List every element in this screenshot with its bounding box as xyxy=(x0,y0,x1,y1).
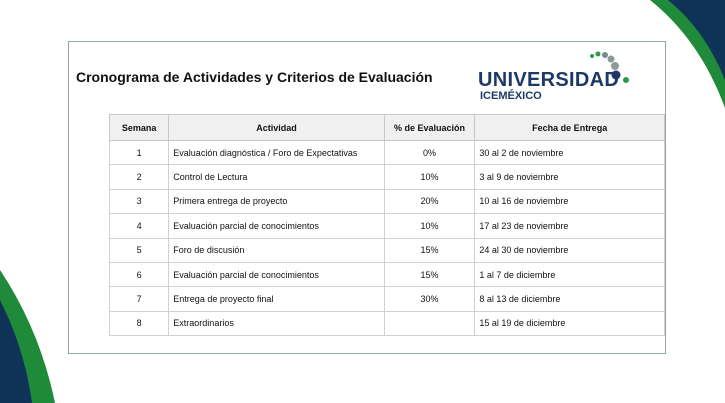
table-cell: 5 xyxy=(108,237,170,263)
table-cell: 6 xyxy=(108,261,170,288)
table-cell: Evaluación parcial de conocimientos xyxy=(168,261,385,288)
table-cell: 10 al 16 de noviembre xyxy=(474,188,665,215)
table-cell: Entrega de proyecto final xyxy=(168,286,385,312)
table-cell: Foro de discusión xyxy=(168,237,385,263)
table-row: 1 Evaluación diagnóstica / Foro de Expect… xyxy=(108,139,665,166)
table-cell: 0% xyxy=(383,139,476,166)
logo-sub-b: MÉXICO xyxy=(498,90,542,102)
table-cell: 8 xyxy=(108,310,170,337)
table-cell: 30 al 2 de noviembre xyxy=(474,139,665,166)
table-row: 4 Evaluación parcial de conocimientos 10% 1… xyxy=(108,213,665,239)
table-cell: 3 xyxy=(108,188,170,215)
table-cell: 3 al 9 de noviembre xyxy=(474,164,665,190)
table-row: 7 Entrega de proyecto final 30% 8 al 13 de … xyxy=(108,286,665,312)
table-cell: Extraordinarios xyxy=(168,310,385,337)
table-row: 2 Control de Lectura 10% 3 al 9 de noviembr… xyxy=(108,164,665,190)
table-cell xyxy=(383,310,476,337)
column-header: Semana xyxy=(108,114,170,141)
table-cell: 1 xyxy=(108,139,170,166)
table-cell: Evaluación diagnóstica / Foro de Expecta… xyxy=(168,139,385,166)
table-row: 8 Extraordinarios 15 al 19 de diciembre xyxy=(108,310,665,337)
table-cell: Evaluación parcial de conocimientos xyxy=(168,213,385,239)
table-row: 5 Foro de discusión 15% 24 al 30 de noviemb… xyxy=(108,237,665,263)
column-header: Actividad xyxy=(168,114,385,141)
logo: UNIVERSIDAD ICEMÉXICO xyxy=(478,50,648,102)
column-header: % de Evaluación xyxy=(383,114,476,141)
table-cell: 15 al 19 de diciembre xyxy=(474,310,665,337)
header-row: Semana Actividad% de Evaluación Fecha de E… xyxy=(108,114,665,141)
table-row: 6 Evaluación parcial de conocimientos 15% 1… xyxy=(108,261,665,288)
title: Cronograma de Actividades y Criterios de… xyxy=(76,69,433,85)
logo-sub-a: ICE xyxy=(480,90,499,102)
table-cell: Control de Lectura xyxy=(168,164,385,190)
table-cell: Primera entrega de proyecto xyxy=(168,188,385,215)
table-cell: 17 al 23 de noviembre xyxy=(474,213,665,239)
column-header: Fecha de Entrega xyxy=(474,114,665,141)
table-cell: 4 xyxy=(108,213,170,239)
table-body: 1 Evaluación diagnóstica / Foro de Expect… xyxy=(108,139,665,337)
table-cell: 30% xyxy=(383,286,476,312)
table-cell: 20% xyxy=(383,188,476,215)
table-cell: 2 xyxy=(108,164,170,190)
table-cell: 7 xyxy=(108,286,170,312)
table-row: 3 Primera entrega de proyecto 20% 10 al 16 … xyxy=(108,188,665,215)
table-cell: 15% xyxy=(383,261,476,288)
schedule-table: Semana Actividad% de Evaluación Fecha de E… xyxy=(108,114,665,337)
table-cell: 8 al 13 de diciembre xyxy=(474,286,665,312)
logo-subtext: ICEMÉXICO xyxy=(480,90,542,102)
table-cell: 24 al 30 de noviembre xyxy=(474,237,665,263)
table-cell: 1 al 7 de diciembre xyxy=(474,261,665,288)
logo-dots xyxy=(590,51,629,83)
table-cell: 10% xyxy=(383,213,476,239)
logo-text: UNIVERSIDAD xyxy=(478,69,620,91)
table-cell: 15% xyxy=(383,237,476,263)
table-cell: 10% xyxy=(383,164,476,190)
card: Cronograma de Actividades y Criterios de… xyxy=(68,41,666,354)
